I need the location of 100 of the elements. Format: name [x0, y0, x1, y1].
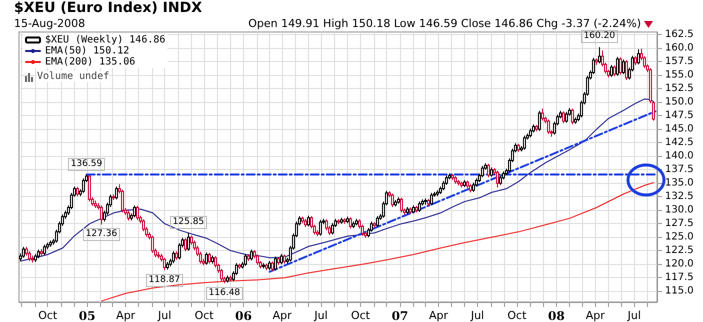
candlestick	[208, 252, 211, 264]
x-tick-label: 07	[392, 309, 408, 322]
x-tick-label: Apr	[116, 309, 136, 322]
candlestick	[136, 205, 139, 220]
x-tick-label: Jul	[470, 309, 484, 322]
candlestick	[490, 167, 493, 178]
y-tick-label: 137.5	[665, 164, 694, 176]
candlestick	[40, 248, 43, 256]
candlestick	[166, 262, 169, 270]
line-series	[20, 98, 654, 262]
candlestick	[547, 118, 550, 135]
candlestick	[94, 200, 97, 209]
x-tick-label: Oct	[350, 309, 371, 322]
candlestick	[352, 221, 355, 229]
candlestick	[307, 215, 310, 227]
candlestick	[325, 218, 328, 231]
candlestick	[412, 204, 415, 214]
candlestick	[151, 235, 154, 254]
y-tick-label: 155.0	[665, 70, 694, 81]
candlestick	[49, 240, 52, 248]
candlestick	[256, 254, 259, 266]
x-tick-label: Oct	[194, 309, 214, 322]
y-tick-label: 150.0	[665, 96, 694, 108]
candlestick	[496, 170, 499, 188]
y-tick-label: 152.5	[665, 83, 694, 94]
y-tick-label: 160.0	[665, 42, 694, 54]
candlestick	[343, 218, 346, 224]
candlestick	[571, 108, 574, 125]
annotation: Volume undef	[37, 71, 110, 82]
candlestick	[430, 192, 433, 206]
candlestick	[43, 244, 46, 256]
x-tick-label: Jul	[157, 309, 172, 322]
candlestick	[163, 257, 166, 271]
candlestick	[415, 205, 418, 213]
candlestick	[610, 64, 613, 78]
candlestick	[355, 218, 358, 226]
legend-label: $XEU (Weekly) 146.86	[45, 34, 166, 46]
chart-subtitle: 15-Aug-2008	[14, 17, 86, 30]
candlestick	[28, 250, 31, 262]
candlestick	[319, 219, 322, 236]
candlestick	[481, 165, 484, 178]
candlestick	[187, 232, 190, 252]
candlestick	[463, 179, 466, 188]
candlestick	[31, 255, 34, 264]
candlestick	[562, 110, 565, 124]
candlestick	[619, 56, 622, 76]
annotation: 125.85	[170, 216, 208, 229]
candlestick	[538, 110, 541, 132]
legend-label: EMA(50) 150.12	[45, 46, 130, 56]
annotation: 116.48	[206, 287, 244, 300]
y-tick-label: 147.5	[665, 110, 694, 122]
candlestick	[454, 176, 457, 184]
y-tick-label: 120.0	[665, 258, 694, 270]
y-tick-label: 135.0	[665, 178, 694, 189]
x-tick-label: Apr	[272, 309, 292, 322]
text: Open 149.91 High 150.18 Low 146.59 Close 146.86 Chg -3.37 (-2.24%)	[248, 17, 641, 30]
x-tick-label: 05	[78, 309, 96, 322]
candlestick	[409, 207, 412, 214]
candlestick	[451, 174, 454, 180]
y-tick-label: 127.5	[665, 218, 694, 230]
candlestick	[34, 253, 37, 263]
candlestick	[244, 253, 247, 266]
candlestick	[625, 60, 628, 81]
candlestick	[100, 204, 103, 225]
y-tick-label: 122.5	[665, 245, 694, 256]
y-tick-label: 157.5	[665, 56, 694, 68]
candlestick	[565, 111, 568, 124]
candlestick	[616, 56, 619, 76]
candlestick	[523, 135, 526, 150]
candlestick	[157, 251, 160, 259]
candlestick	[400, 197, 403, 213]
candlestick	[529, 128, 532, 138]
chart-title: $XEU (Euro Index) INDX	[14, 0, 202, 16]
candlestick	[262, 262, 265, 270]
candlestick	[457, 179, 460, 186]
candlestick	[301, 216, 304, 224]
candlestick	[265, 263, 268, 271]
candlestick	[487, 163, 490, 178]
y-tick-label: 130.0	[665, 204, 694, 216]
candlestick	[274, 256, 277, 272]
candlestick	[406, 206, 409, 214]
x-tick-label: Apr	[428, 309, 448, 322]
x-tick-label: Oct	[38, 309, 58, 322]
x-tick-label: Apr	[586, 309, 606, 322]
x-tick-label: Oct	[507, 309, 528, 322]
candlestick	[337, 218, 340, 225]
candlestick	[466, 180, 469, 189]
x-tick-label: Jul	[313, 309, 328, 322]
candlestick	[418, 201, 421, 212]
candlestick	[211, 255, 214, 264]
candlestick	[88, 175, 91, 202]
x-tick-label: 08	[548, 309, 565, 322]
candlestick	[637, 48, 640, 65]
candlestick	[82, 178, 85, 194]
candlestick	[469, 184, 472, 193]
candlestick	[283, 254, 286, 264]
candlestick	[22, 246, 25, 258]
candlestick	[304, 218, 307, 228]
annotation: 118.87	[146, 274, 184, 288]
candlestick	[172, 250, 175, 264]
